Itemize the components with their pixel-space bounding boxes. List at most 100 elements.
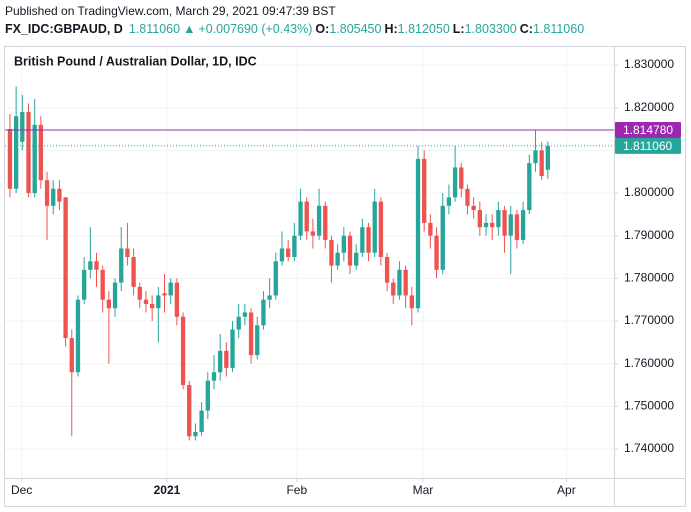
l: 1.803300 <box>465 22 517 36</box>
candle-body <box>403 269 408 296</box>
candle-body <box>440 205 445 270</box>
published: Published on TradingView.com, March 29, … <box>5 4 336 18</box>
candle-body <box>502 210 507 236</box>
candle-body <box>483 222 489 228</box>
c: 1.811060 <box>533 22 584 36</box>
x-tick-label: 2021 <box>154 483 181 497</box>
h: 1.812050 <box>398 22 450 36</box>
candle-body <box>174 282 180 317</box>
candle-body <box>335 252 340 266</box>
y-tick-label: 1.740000 <box>624 441 674 455</box>
candle-body <box>329 239 334 266</box>
frame <box>4 46 686 507</box>
candle-body <box>199 410 204 432</box>
x-tick-label: Mar <box>413 483 434 497</box>
candle-body <box>94 261 99 270</box>
candle-body <box>279 248 285 262</box>
y-tick-label: 1.800000 <box>624 185 674 199</box>
price-label-bg <box>615 121 681 138</box>
candle-body <box>490 222 495 228</box>
candle-body <box>316 205 322 236</box>
candle-body <box>57 188 62 202</box>
candle-body <box>539 150 544 176</box>
candle-body <box>26 111 31 194</box>
last: 1.811060 <box>129 22 180 36</box>
candle-body <box>360 227 365 253</box>
candle-body <box>44 180 50 206</box>
candle-body <box>527 163 532 211</box>
candle-body <box>32 124 37 194</box>
chart-title: British Pound / Australian Dollar, 1D, I… <box>14 54 257 68</box>
y-tick-label: 1.820000 <box>624 100 674 114</box>
y-tick-label: 1.750000 <box>624 399 674 413</box>
candle-body <box>143 299 149 304</box>
candle-body <box>428 222 433 236</box>
candle-body <box>75 299 81 373</box>
candle-body <box>205 380 210 411</box>
candle-body <box>273 261 278 296</box>
candle-body <box>459 167 464 189</box>
candle-body <box>217 350 223 373</box>
h-label: H: <box>384 22 397 36</box>
y-tick-label: 1.790000 <box>624 228 674 242</box>
candle-body <box>391 282 396 296</box>
candle-body <box>397 269 402 296</box>
candle-body <box>162 293 167 296</box>
arrow: ▲ <box>183 22 195 36</box>
candle-body <box>156 295 161 309</box>
candle-body <box>51 188 56 206</box>
candle-body <box>261 299 266 326</box>
candle-body <box>366 227 371 253</box>
candle-body <box>514 214 520 240</box>
candle-body <box>304 201 309 232</box>
candle-body <box>187 384 192 437</box>
o-label: O: <box>315 22 329 36</box>
candle-body <box>496 210 501 228</box>
symbol-line: FX_IDC:GBPAUD, D 1.811060 ▲ +0.007690 (+0.4… <box>5 22 584 36</box>
candle-body <box>452 167 458 198</box>
candle-body <box>372 201 377 253</box>
candle-body <box>298 201 303 236</box>
candle-body <box>224 350 229 368</box>
candle-body <box>100 269 105 300</box>
change: +0.007690 (+0.43%) <box>198 22 312 36</box>
candle-body <box>63 197 68 339</box>
candle-body <box>248 312 254 356</box>
candle-body <box>137 286 142 300</box>
candle-body <box>168 282 173 296</box>
y-tick-label: 1.770000 <box>624 313 674 327</box>
candle-body <box>378 201 384 258</box>
candle-body <box>38 124 44 181</box>
symbol: FX_IDC:GBPAUD, D <box>5 22 123 36</box>
y-tick-label: 1.830000 <box>624 57 674 71</box>
candle-body <box>149 303 155 309</box>
candle-body <box>415 158 421 309</box>
candle-body <box>242 312 248 317</box>
candle-body <box>434 235 439 270</box>
candle-body <box>477 210 482 228</box>
candle-body <box>255 325 260 356</box>
candle-body <box>545 145 551 170</box>
candle-body <box>341 235 346 253</box>
c-label: C: <box>520 22 533 36</box>
x-tick-label: Feb <box>286 483 307 497</box>
price-label-bg <box>615 137 681 154</box>
candle-body <box>180 316 186 385</box>
candle-body <box>446 197 452 206</box>
candle-body <box>465 188 470 206</box>
candle-body <box>508 214 513 236</box>
x-tick-label: Apr <box>557 483 576 497</box>
candle-body <box>323 205 328 240</box>
candle-body <box>106 299 112 309</box>
candle-body <box>533 150 538 164</box>
candle-body <box>230 329 235 368</box>
candle-body <box>267 295 272 300</box>
candle-body <box>520 210 526 240</box>
y-tick-label: 1.760000 <box>624 356 674 370</box>
candle-body <box>13 116 19 189</box>
l-label: L: <box>453 22 465 36</box>
candle-body <box>347 235 353 266</box>
x-tick-label: Dec <box>11 483 32 497</box>
candle-body <box>409 295 414 309</box>
